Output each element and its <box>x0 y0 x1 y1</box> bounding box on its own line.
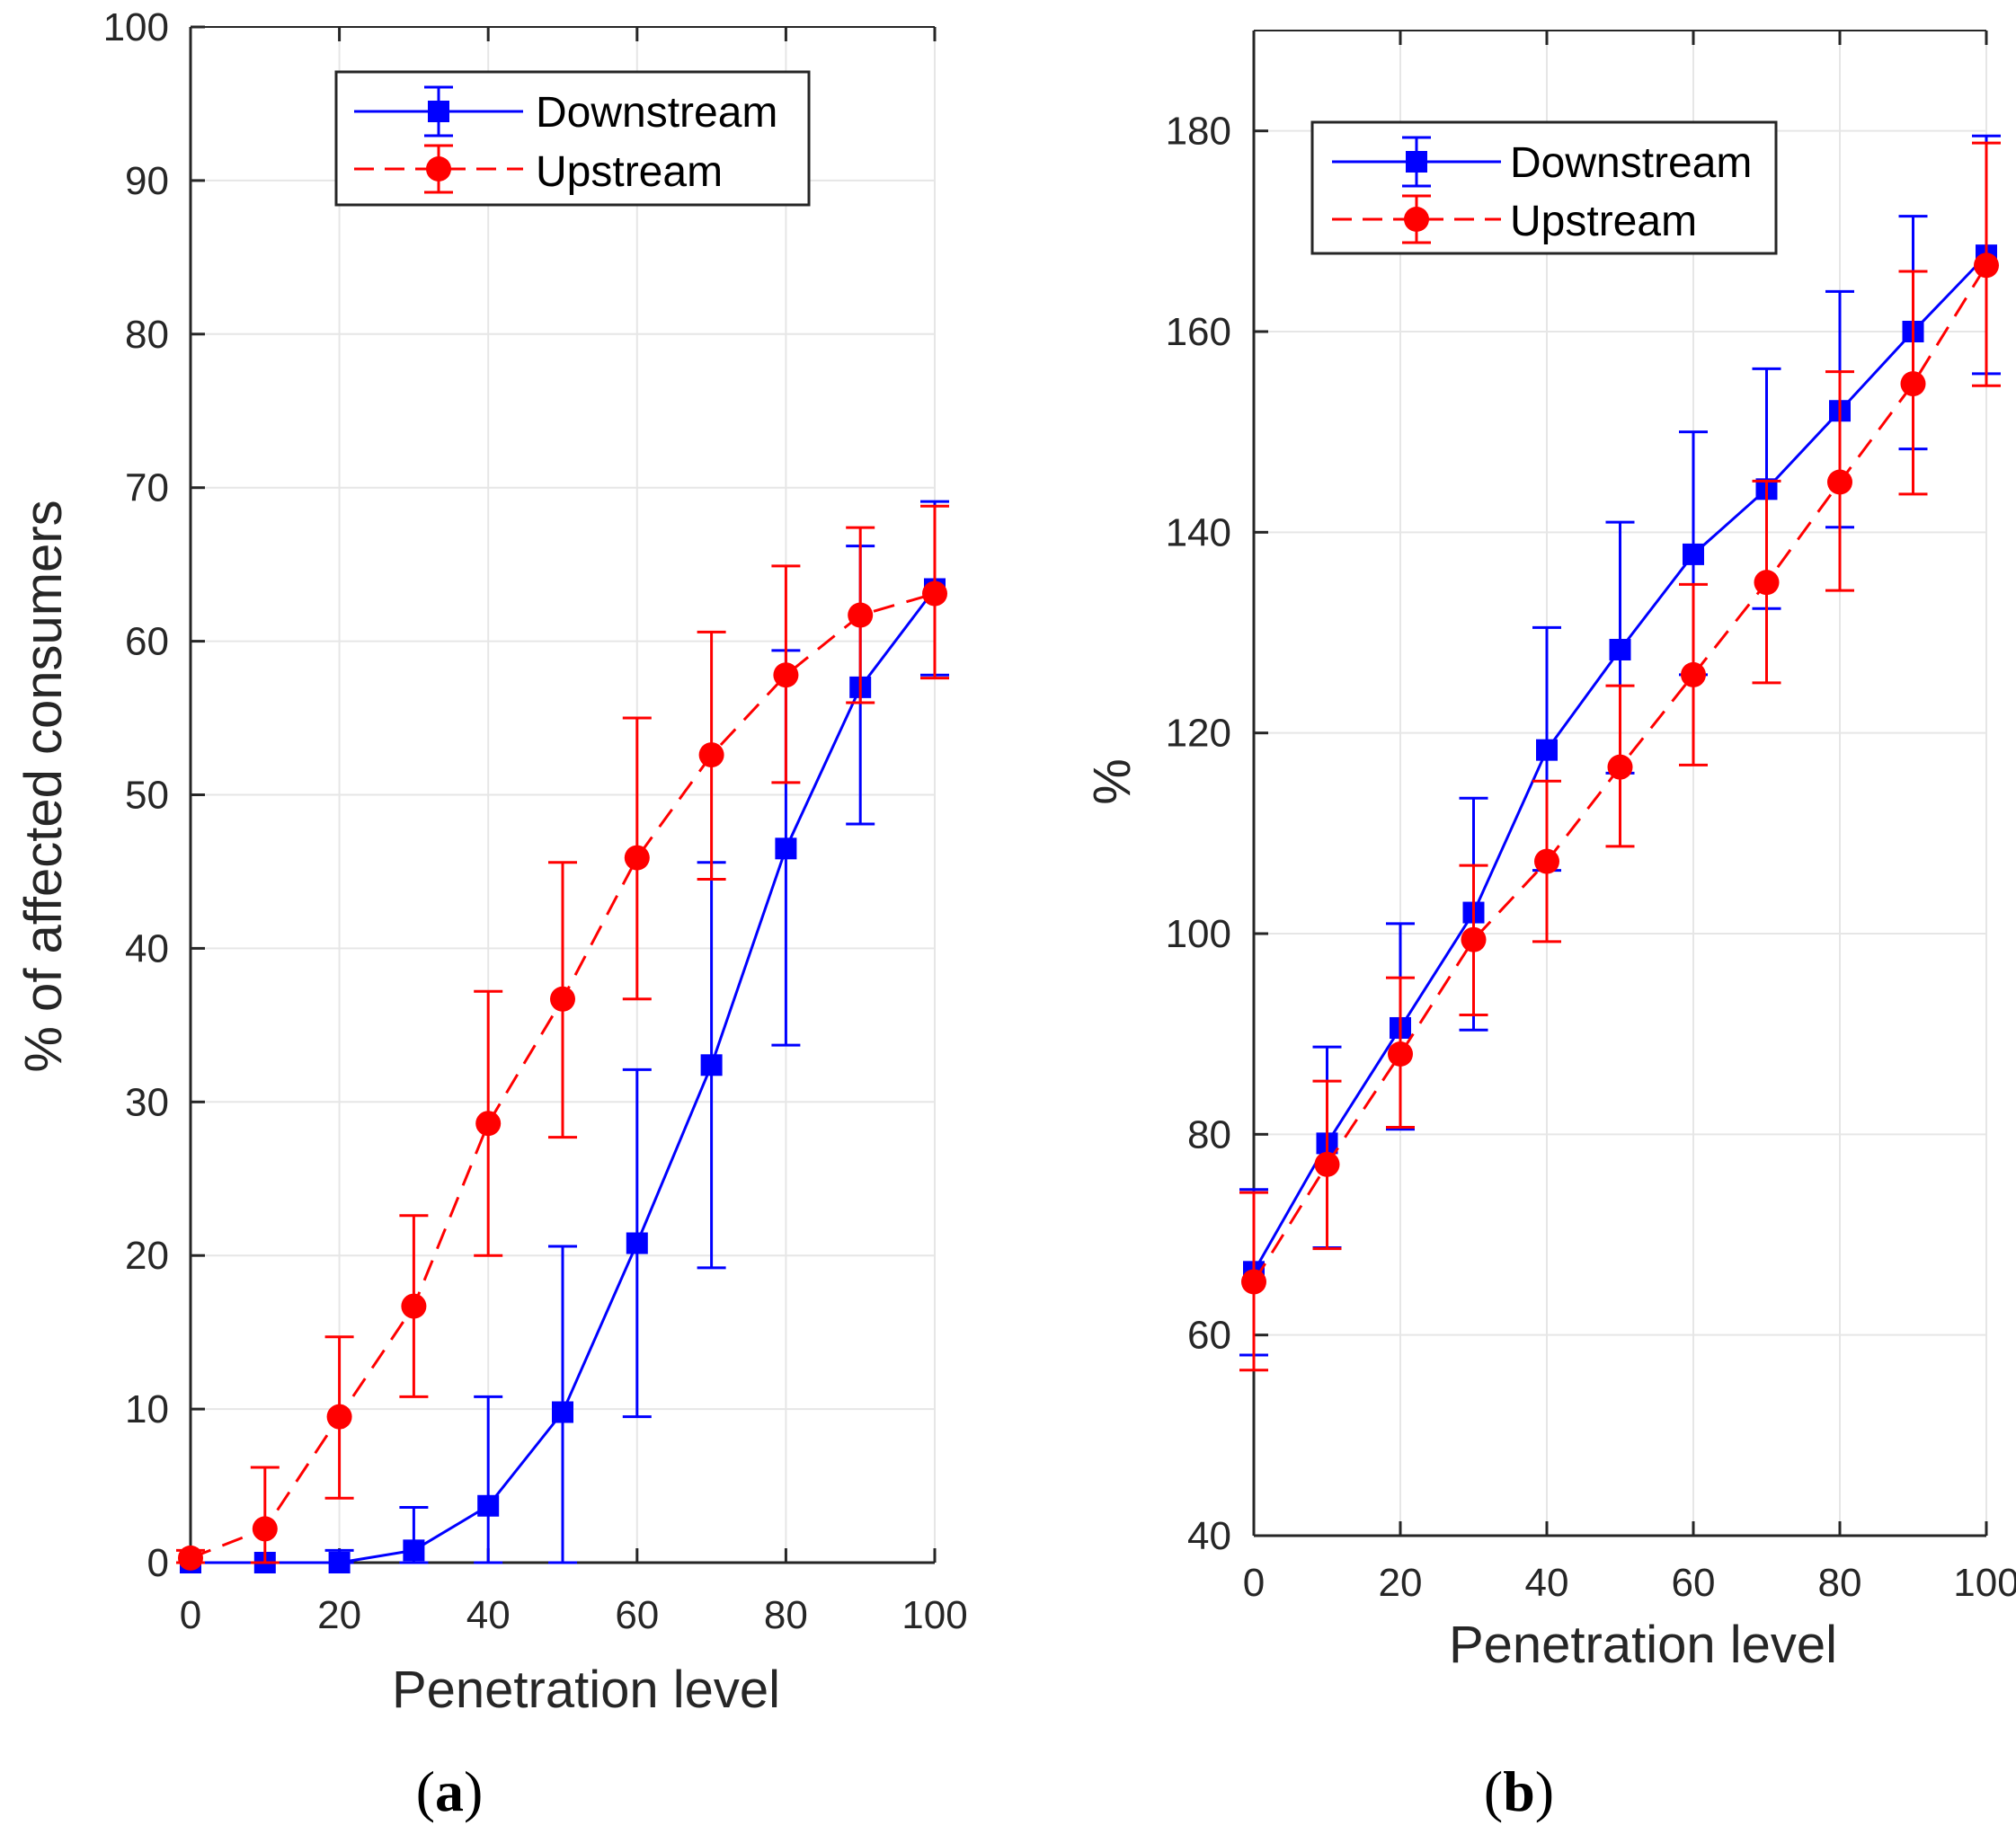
panel-b-legend-upstream-label: Upstream <box>1510 198 1697 245</box>
data-point-downstream <box>775 837 797 860</box>
data-point-upstream <box>401 1293 427 1319</box>
data-point-upstream <box>1241 1269 1266 1295</box>
y-tick-label: 40 <box>125 926 169 970</box>
y-tick-label: 80 <box>1187 1112 1231 1156</box>
data-point-upstream <box>922 580 947 607</box>
y-tick-label: 90 <box>125 159 169 203</box>
panel-a-legend-box <box>334 70 811 207</box>
panel-b-label-close: ) <box>1535 1759 1554 1823</box>
data-point-upstream <box>326 1404 352 1430</box>
data-point-upstream <box>178 1545 203 1571</box>
data-point-upstream <box>1754 570 1780 596</box>
x-tick-label: 40 <box>466 1593 511 1637</box>
data-point-upstream <box>1314 1151 1340 1177</box>
panel-a-legend-upstream-marker <box>354 144 523 194</box>
panel-b-legend-downstream-marker <box>1332 136 1501 188</box>
panel-a-y-axis-label: % of affected consumers <box>14 500 73 1072</box>
panel-a-y-ticks: 0 10 20 30 40 50 60 70 80 90 100 <box>103 5 205 1585</box>
data-point-upstream <box>550 986 575 1012</box>
panel-b-legend-box <box>1310 120 1778 255</box>
y-tick-label: 180 <box>1166 110 1231 154</box>
series-upstream <box>176 504 949 1571</box>
data-point-upstream <box>475 1111 502 1137</box>
data-point-downstream <box>1683 543 1704 565</box>
series-downstream <box>180 500 949 1573</box>
data-point-downstream <box>328 1552 351 1573</box>
panel-b-y-ticks: 40 60 80 100 120 140 160 180 <box>1166 110 1268 1558</box>
panel-b-y-axis-label: % <box>1083 758 1141 805</box>
panel-a-label-letter: a <box>435 1759 464 1823</box>
x-tick-label: 20 <box>317 1593 361 1637</box>
x-tick-label: 40 <box>1525 1561 1569 1605</box>
data-point-upstream <box>773 662 799 688</box>
y-tick-label: 30 <box>125 1080 169 1124</box>
data-point-upstream <box>1388 1041 1413 1067</box>
y-tick-label: 20 <box>125 1234 169 1278</box>
panel-a-legend-downstream-label: Downstream <box>536 89 777 137</box>
panel-a-x-ticks: 0 20 40 60 80 100 <box>180 27 968 1637</box>
y-tick-label: 60 <box>125 620 169 664</box>
y-tick-label: 140 <box>1166 510 1231 554</box>
x-tick-label: 80 <box>764 1593 808 1637</box>
panel-a-label-open: ( <box>416 1759 435 1823</box>
y-tick-label: 60 <box>1187 1314 1231 1358</box>
panel-b-label-open: ( <box>1484 1759 1503 1823</box>
panel-b-series <box>1239 134 2001 1372</box>
data-point-downstream <box>403 1539 425 1562</box>
data-point-upstream <box>1681 661 1706 687</box>
data-point-downstream <box>477 1494 500 1517</box>
panel-b-legend: Downstream Upstream <box>1310 120 1778 255</box>
panel-a-chart: 0 20 40 60 80 100 0 10 20 30 40 50 60 70 80 90 100 Pene… <box>14 5 968 1719</box>
data-point-upstream <box>1607 754 1633 780</box>
data-point-downstream <box>1609 638 1631 660</box>
panel-b-label-letter: b <box>1503 1759 1535 1823</box>
x-tick-label: 0 <box>1243 1561 1265 1605</box>
y-tick-label: 40 <box>1187 1514 1231 1558</box>
x-tick-label: 100 <box>1953 1561 2016 1605</box>
panel-b-x-ticks: 0 20 40 60 80 100 <box>1243 31 2016 1605</box>
y-tick-label: 100 <box>103 5 169 49</box>
data-point-upstream <box>1461 926 1487 952</box>
data-point-downstream <box>552 1401 573 1423</box>
data-point-upstream <box>624 845 650 871</box>
panel-a-legend-upstream-label: Upstream <box>536 148 723 196</box>
data-point-downstream <box>700 1054 723 1076</box>
data-point-upstream <box>1974 253 1999 279</box>
x-tick-label: 100 <box>901 1593 967 1637</box>
panel-a-legend: Downstream Upstream <box>334 70 811 207</box>
panel-b-x-axis-label: Penetration level <box>1449 1616 1837 1674</box>
series-upstream <box>1239 141 2001 1372</box>
y-tick-label: 80 <box>125 313 169 357</box>
panel-a-label-close: ) <box>464 1759 483 1823</box>
y-tick-label: 100 <box>1166 912 1231 956</box>
x-tick-label: 60 <box>615 1593 659 1637</box>
data-point-upstream <box>698 742 724 768</box>
y-tick-label: 120 <box>1166 712 1231 756</box>
panel-b-legend-upstream-marker <box>1332 194 1501 244</box>
panel-a-label: (a) <box>416 1759 484 1823</box>
data-point-upstream <box>252 1516 278 1542</box>
panel-a-x-axis-label: Penetration level <box>392 1661 780 1719</box>
data-point-upstream <box>1900 371 1926 397</box>
panel-a-series <box>176 500 949 1573</box>
data-point-upstream <box>1534 848 1559 874</box>
x-tick-label: 20 <box>1379 1561 1423 1605</box>
y-tick-label: 50 <box>125 774 169 818</box>
data-point-upstream <box>1827 469 1852 495</box>
y-tick-label: 0 <box>147 1541 169 1585</box>
data-point-downstream <box>1536 739 1558 761</box>
data-point-downstream <box>626 1232 648 1254</box>
panel-a-legend-downstream-marker <box>354 85 523 137</box>
y-tick-label: 70 <box>125 466 169 510</box>
panel-b-legend-downstream-label: Downstream <box>1510 139 1752 187</box>
y-tick-label: 160 <box>1166 310 1231 354</box>
panel-b-label: (b) <box>1484 1759 1554 1823</box>
x-tick-label: 80 <box>1818 1561 1862 1605</box>
x-tick-label: 0 <box>180 1593 201 1637</box>
x-tick-label: 60 <box>1672 1561 1716 1605</box>
data-point-upstream <box>848 602 874 628</box>
panel-b-chart: 0 20 40 60 80 100 40 60 80 100 120 140 160 180 Penet… <box>1083 30 2016 1674</box>
y-tick-label: 10 <box>125 1387 169 1431</box>
